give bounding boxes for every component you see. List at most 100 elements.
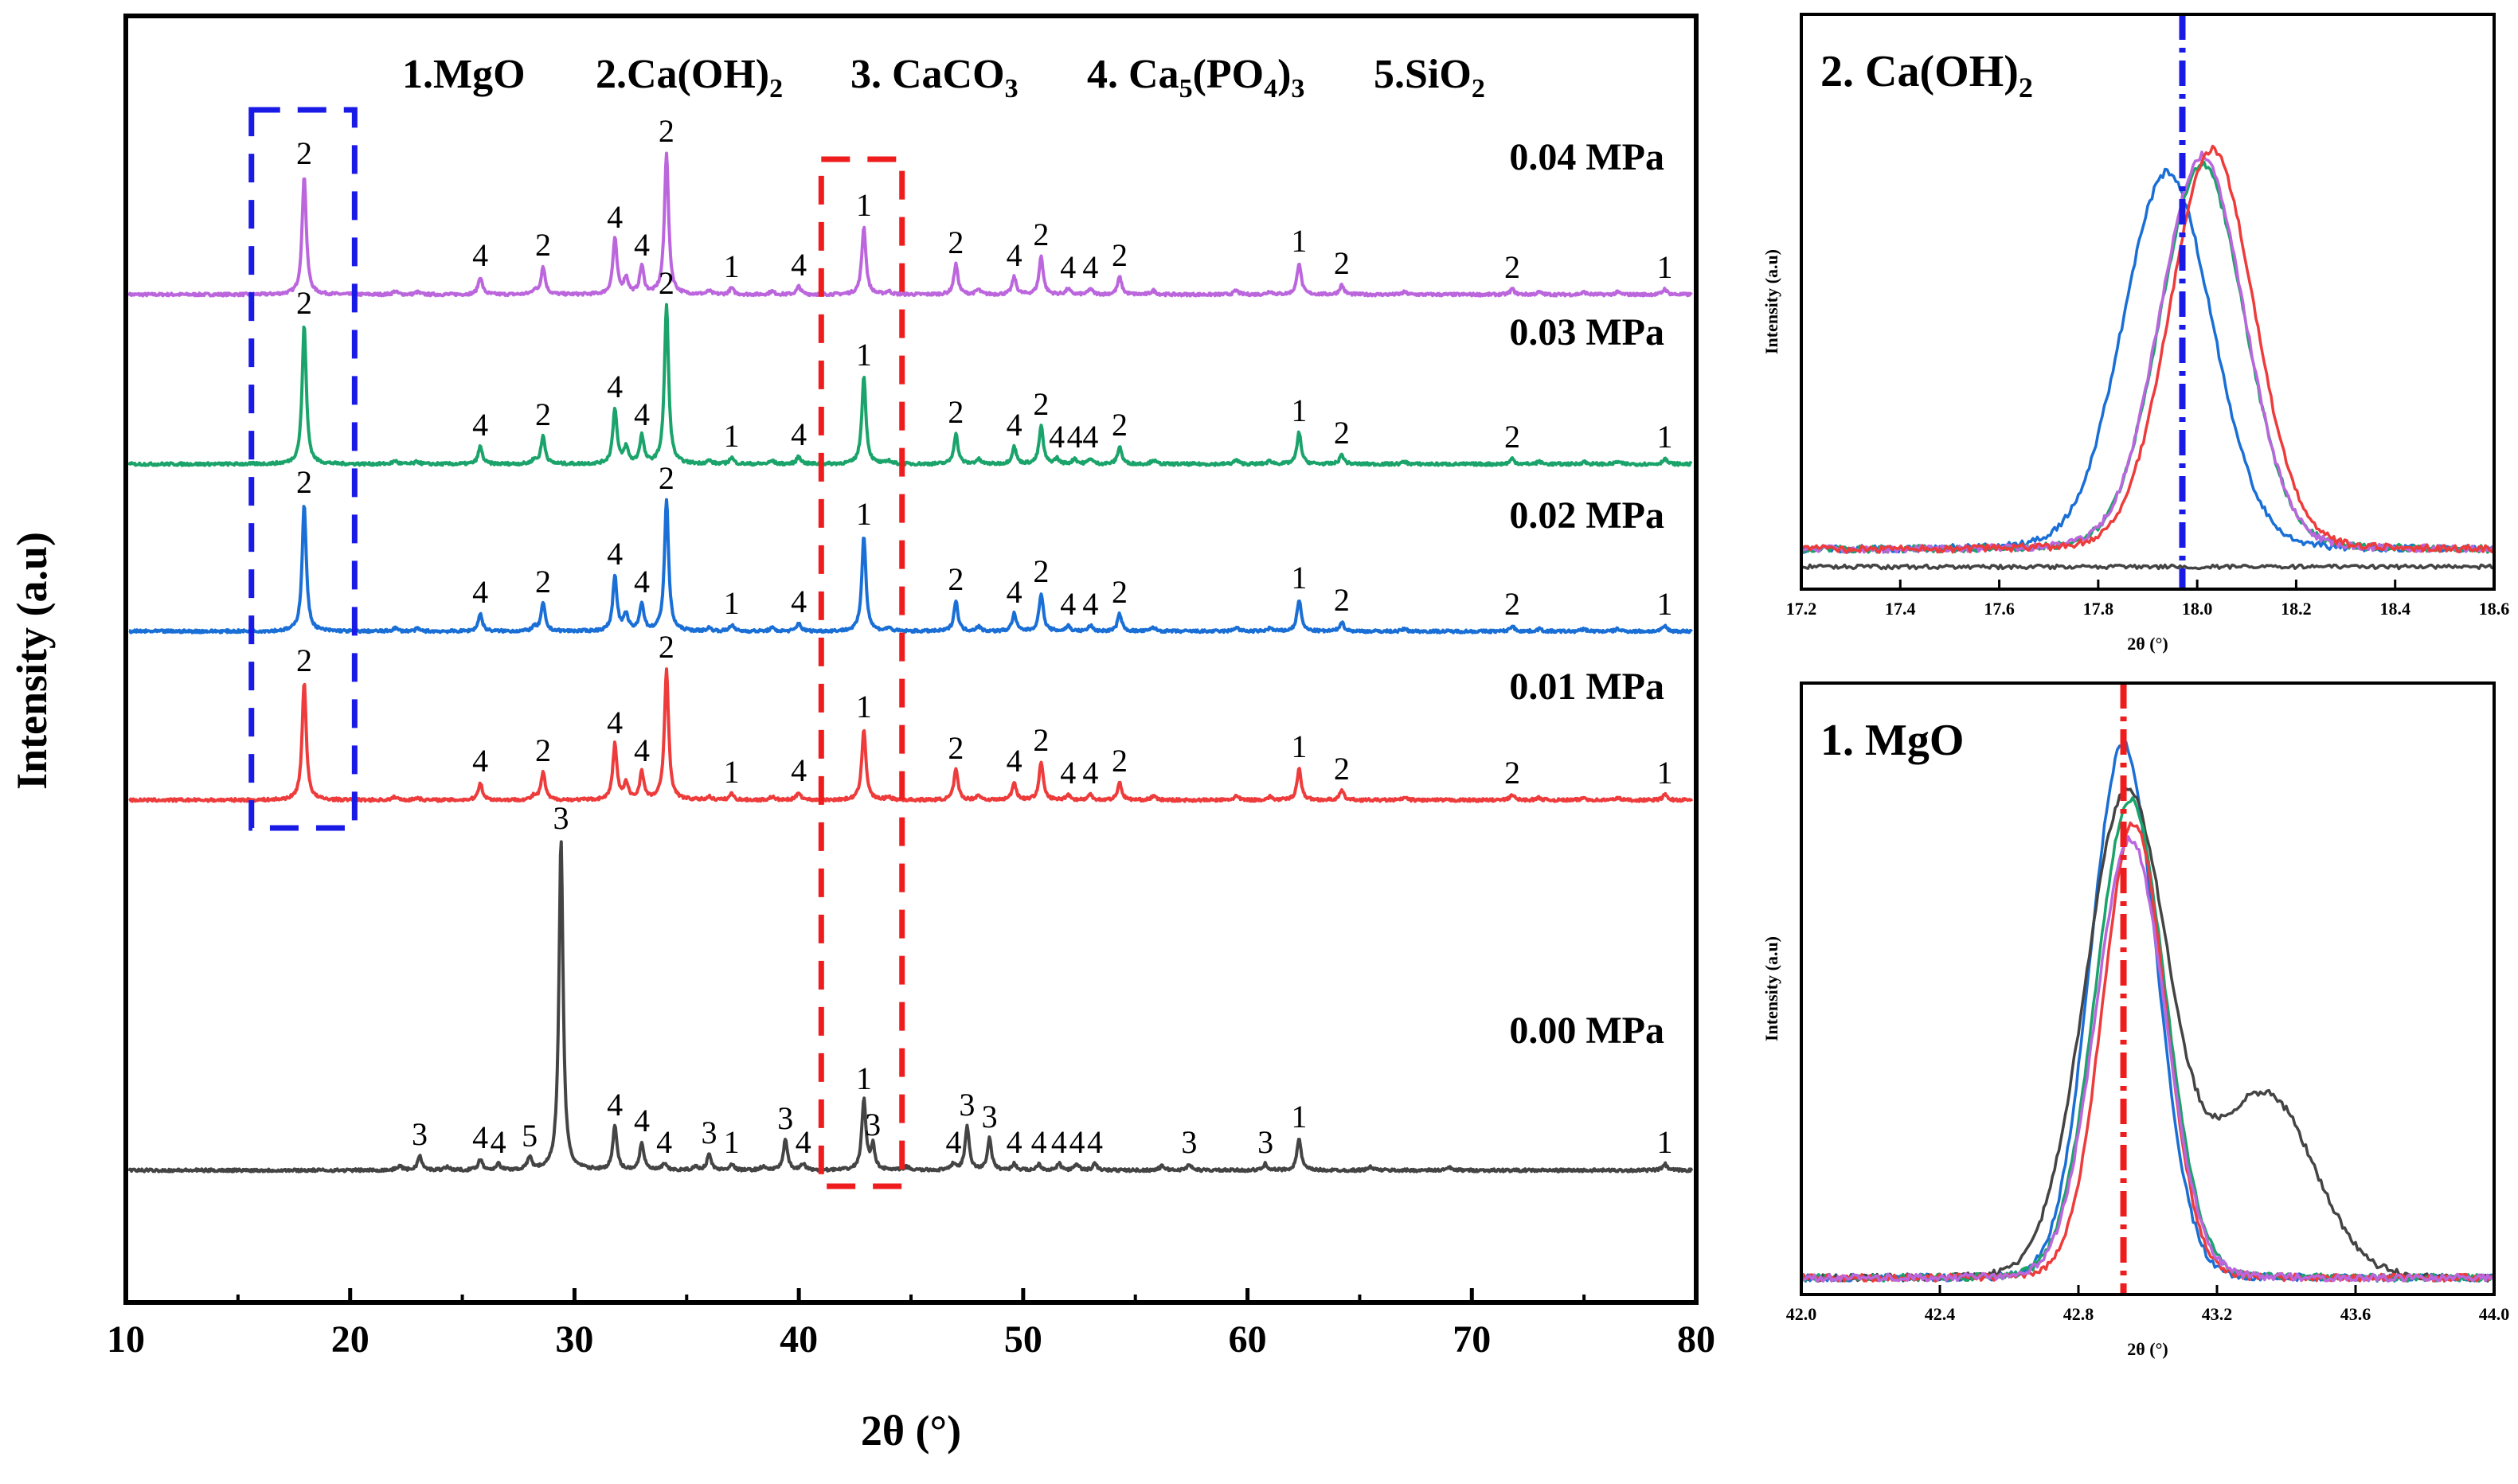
peak-label: 2 <box>535 227 551 263</box>
x-tick-label: 50 <box>1004 1318 1042 1361</box>
peak-label: 4 <box>634 564 650 599</box>
inset-x-tick-label: 18.2 <box>2281 599 2312 619</box>
peak-label: 2 <box>535 732 551 768</box>
peak-label: 2 <box>659 265 674 301</box>
peak-label: 3 <box>553 800 569 836</box>
peak-label: 1 <box>1291 1099 1307 1134</box>
peak-label: 4 <box>1067 419 1083 455</box>
main-y-axis-title: Intensity (a.u) <box>8 532 56 790</box>
main-traces <box>127 151 1694 1174</box>
peak-label: 2 <box>1112 407 1128 443</box>
peak-label: 4 <box>472 237 488 273</box>
inset-frame <box>1800 13 2496 591</box>
peak-label: 1 <box>856 187 872 223</box>
peak-label: 2 <box>1112 237 1128 273</box>
xrd-trace <box>127 151 1693 298</box>
peak-label: 2 <box>1033 722 1049 758</box>
peak-label: 3 <box>1257 1124 1273 1160</box>
peak-label: 1 <box>724 248 740 284</box>
inset-trace <box>1801 563 2495 571</box>
peak-label: 2 <box>659 460 674 496</box>
peak-label: 1 <box>724 418 740 454</box>
peak-label: 4 <box>472 1119 488 1155</box>
inset-trace <box>1800 160 2496 554</box>
peak-label: 1 <box>724 754 740 790</box>
peak-label: 4 <box>1069 1124 1085 1160</box>
peak-label: 1 <box>1657 1124 1673 1160</box>
peak-label: 4 <box>607 1087 623 1123</box>
peak-label: 4 <box>491 1124 506 1160</box>
x-tick-label: 40 <box>780 1318 818 1361</box>
inset-x-tick-label: 42.0 <box>1786 1304 1817 1324</box>
inset-x-tick-label: 18.0 <box>2182 599 2213 619</box>
x-tick-label: 60 <box>1229 1318 1267 1361</box>
peak-label: 2 <box>1504 249 1520 285</box>
peak-label: 2 <box>1033 553 1049 589</box>
peak-label: 1 <box>856 496 872 532</box>
peak-label: 4 <box>1007 574 1022 610</box>
inset-caoh2-chart: 17.2 17.4 17.6 17.8 18.0 18.2 18.4 18.6 2θ (°) In… <box>1761 13 2509 654</box>
peak-label: 2 <box>1334 582 1350 618</box>
peak-label: 4 <box>1087 1124 1103 1160</box>
peak-label: 1 <box>1657 586 1673 622</box>
series-label: 0.00 MPa <box>1509 1010 1664 1052</box>
peak-label: 1 <box>724 1124 740 1160</box>
peak-label: 3 <box>777 1100 793 1136</box>
peak-label: 1 <box>856 337 872 373</box>
inset-x-tick-label: 17.2 <box>1786 599 1817 619</box>
inset-frame <box>1800 681 2496 1296</box>
peak-label: 4 <box>607 705 623 740</box>
inset-mgo-chart: 42.0 42.4 42.8 43.2 43.6 44.0 2θ (°) Intensity … <box>1761 681 2509 1359</box>
peak-label: 2 <box>948 225 964 260</box>
peak-label: 2 <box>296 285 312 321</box>
peak-label: 4 <box>607 199 623 235</box>
inset-x-tick-label: 18.4 <box>2379 599 2410 619</box>
phase-legend-entry: 3. CaCO3 <box>850 52 1019 103</box>
inset-y-axis-title: Intensity (a.u) <box>1761 249 1781 354</box>
xrd-trace <box>127 840 1694 1174</box>
peak-label: 2 <box>1112 743 1128 779</box>
inset-x-tick-label: 17.6 <box>1984 599 2015 619</box>
peak-label: 4 <box>607 369 623 404</box>
phase-legend-entry: 1.MgO <box>402 52 526 97</box>
peak-label: 2 <box>296 135 312 171</box>
x-tick-label: 30 <box>555 1318 593 1361</box>
peak-label: 3 <box>982 1099 998 1134</box>
peak-label: 4 <box>607 536 623 572</box>
inset-x-axis-title: 2θ (°) <box>2127 634 2168 654</box>
peak-label: 1 <box>1291 392 1307 428</box>
inset-x-tick-label: 42.4 <box>1925 1304 1956 1324</box>
inset-x-tick-label: 43.6 <box>2340 1304 2371 1324</box>
inset-traces <box>1800 144 2496 571</box>
peak-label: 4 <box>472 574 488 610</box>
peak-label: 2 <box>296 464 312 500</box>
peak-label: 1 <box>856 689 872 724</box>
peak-label: 4 <box>1060 755 1076 791</box>
peak-label: 4 <box>1082 419 1098 455</box>
x-tick-label: 80 <box>1677 1318 1715 1361</box>
inset-x-tick-label: 17.4 <box>1885 599 1916 619</box>
inset-title: 2. Ca(OH)2 <box>1820 47 2033 103</box>
peak-label: 4 <box>1060 249 1076 285</box>
inset-trace <box>1800 167 2495 554</box>
peak-label: 1 <box>1657 755 1673 791</box>
x-tick-label: 10 <box>107 1318 145 1361</box>
peak-label: 4 <box>634 227 650 263</box>
peak-label: 4 <box>796 1124 811 1160</box>
peak-label: 2 <box>948 561 964 597</box>
inset-trace <box>1801 740 2495 1283</box>
series-label: 0.01 MPa <box>1509 666 1664 708</box>
inset-trace <box>1800 150 2496 554</box>
peak-label: 1 <box>1657 419 1673 455</box>
peak-label: 4 <box>791 247 807 283</box>
peak-label: 2 <box>659 113 674 149</box>
inset-y-axis-title: Intensity (a.u) <box>1761 936 1781 1041</box>
phase-legend: 1.MgO 2.Ca(OH)2 3. CaCO3 4. Ca5(PO4)3 5.SiO2 <box>402 52 1485 103</box>
peak-label: 5 <box>522 1118 538 1154</box>
peak-label: 2 <box>1033 386 1049 422</box>
main-plot-frame <box>123 14 1699 1305</box>
inset-traces <box>1800 740 2496 1283</box>
main-x-axis: 10 20 30 40 50 60 70 80 <box>107 1288 1715 1361</box>
peak-label: 1 <box>1291 560 1307 596</box>
